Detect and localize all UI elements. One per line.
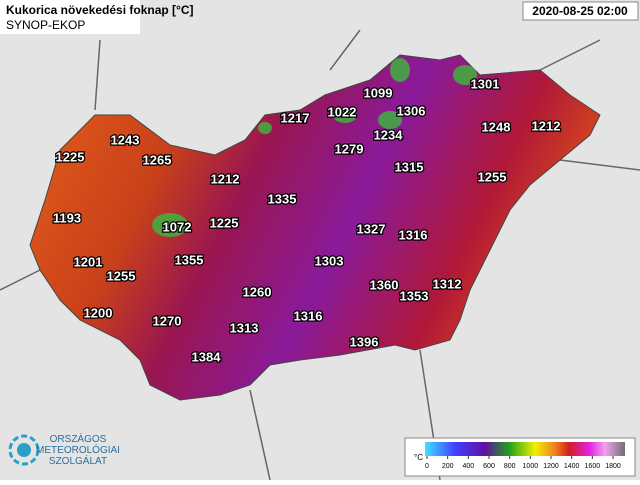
title: Kukorica növekedési foknap [°C] — [6, 3, 194, 17]
station-value: 1212 — [532, 118, 561, 133]
station-value: 1193 — [53, 210, 81, 225]
station-value: 1260 — [243, 284, 272, 299]
legend-unit: °C — [414, 453, 423, 462]
subtitle: SYNOP-EKOP — [6, 18, 85, 32]
borders — [0, 29, 640, 481]
station-value: 1201 — [74, 254, 103, 269]
tick-label: 600 — [483, 463, 495, 470]
tick-label: 400 — [462, 463, 474, 470]
tick-label: 1800 — [605, 463, 621, 470]
station-value: 1353 — [400, 288, 429, 303]
station-value: 1225 — [56, 149, 85, 164]
tick-label: 200 — [442, 463, 454, 470]
tick-label: 1200 — [543, 463, 559, 470]
station-value: 1355 — [175, 252, 204, 267]
date: 2020-08-25 02:00 — [532, 4, 628, 18]
tick-label: 800 — [504, 463, 516, 470]
station-value: 1312 — [433, 276, 462, 291]
station-value: 1306 — [397, 103, 426, 118]
logo-text: METEOROLÓGIAI — [36, 443, 120, 456]
hungary — [29, 54, 601, 401]
tick-label: 0 — [425, 463, 429, 470]
station-value: 1212 — [211, 171, 240, 186]
title-box — [0, 0, 140, 34]
station-value: 1255 — [478, 169, 507, 184]
logo: ORSZÁGOS METEOROLÓGIAI SZOLGÁLAT — [8, 432, 120, 467]
station-value: 1279 — [335, 141, 364, 156]
highland-areas — [152, 58, 477, 237]
station-value: 1396 — [350, 334, 379, 349]
station-value: 1225 — [210, 215, 239, 230]
station-value: 1243 — [111, 132, 140, 147]
station-value: 1301 — [471, 76, 500, 91]
station-value: 1234 — [374, 127, 404, 142]
station-value: 1315 — [395, 159, 424, 174]
station-value: 1099 — [364, 85, 393, 100]
legend-ticks: 0 200 400 600 800 1000 1200 1400 1600 1800 — [425, 456, 621, 470]
station-value: 1217 — [281, 110, 310, 125]
colorbar — [425, 442, 625, 456]
tick-label: 1600 — [585, 463, 601, 470]
station-value: 1270 — [153, 313, 182, 328]
station-value: 1255 — [107, 268, 136, 283]
logo-text: ORSZÁGOS — [50, 432, 107, 445]
station-value: 1248 — [482, 119, 511, 134]
station-value: 1303 — [315, 253, 344, 268]
tick-label: 1400 — [564, 463, 580, 470]
logo-text: SZOLGÁLAT — [49, 454, 107, 467]
station-value: 1316 — [294, 308, 323, 323]
station-value: 1327 — [357, 221, 386, 236]
station-value: 1384 — [192, 349, 222, 364]
station-value: 1022 — [328, 104, 357, 119]
station-value: 1265 — [143, 152, 172, 167]
station-value: 1313 — [230, 320, 259, 335]
station-value: 1316 — [399, 227, 428, 242]
station-value: 1072 — [163, 219, 192, 234]
station-value: 1200 — [84, 305, 113, 320]
tick-label: 1000 — [523, 463, 539, 470]
date-box — [522, 1, 639, 21]
station-value: 1360 — [370, 277, 399, 292]
station-value: 1335 — [268, 191, 297, 206]
station-labels: 1099 1301 1217 1022 1306 1248 1212 1243 1234 1279… — [52, 75, 562, 366]
